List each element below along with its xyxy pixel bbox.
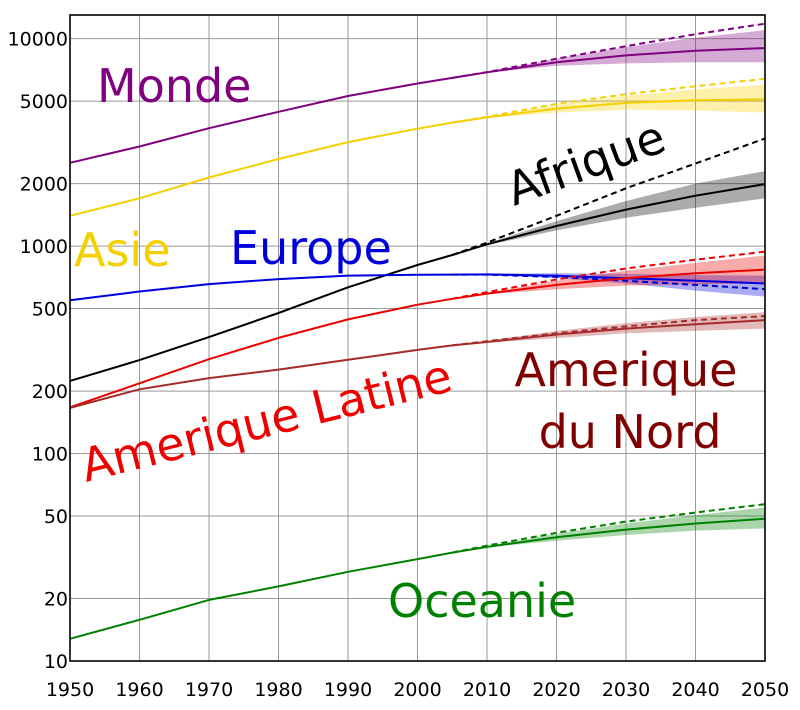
y-tick-2000: 2000 (20, 174, 68, 196)
x-tick-2000: 2000 (393, 679, 441, 701)
label-amerique-latine: Amerique Latine (76, 348, 457, 492)
projection-line-monde (452, 22, 766, 79)
y-tick-10: 10 (44, 651, 68, 673)
x-tick-2020: 2020 (532, 679, 580, 701)
label-monde: Monde (97, 59, 252, 113)
series-line-amerique-latine (69, 268, 766, 409)
plot-frame (69, 14, 766, 662)
band-europe (452, 273, 765, 297)
label-oceanie: Oceanie (388, 574, 576, 628)
series-lines (69, 22, 766, 640)
label-amerique: Amerique (515, 343, 738, 397)
x-tick-2050: 2050 (741, 679, 789, 701)
x-tick-2030: 2030 (602, 679, 650, 701)
series-line-oceanie (69, 517, 766, 640)
y-tick-10000: 10000 (8, 29, 68, 51)
x-tick-1950: 1950 (46, 679, 94, 701)
series-line-amerique-du-nord (69, 319, 766, 409)
x-tick-1970: 1970 (185, 679, 233, 701)
y-tick-20: 20 (44, 589, 68, 611)
x-tick-2010: 2010 (463, 679, 511, 701)
x-tick-2040: 2040 (671, 679, 719, 701)
projection-line-asie (452, 77, 766, 124)
series-line-europe (69, 273, 766, 302)
series-line-monde (69, 47, 766, 164)
x-axis-ticks: 1950 1960 1970 1980 1990 2000 2010 2020 2030 2040… (46, 679, 789, 701)
projection-line-oceanie (452, 503, 766, 554)
y-tick-1000: 1000 (20, 236, 68, 258)
x-tick-1960: 1960 (115, 679, 163, 701)
projection-line-amerique-latine (452, 250, 766, 300)
y-axis-ticks: 10 20 50 100 200 500 1000 2000 5000 10000 (8, 29, 68, 673)
label-asie: Asie (74, 223, 171, 277)
series-line-asie (69, 98, 766, 217)
series-labels: Monde Asie Europe Afrique Amerique Latin… (74, 59, 737, 628)
y-tick-5000: 5000 (20, 91, 68, 113)
y-tick-200: 200 (32, 381, 68, 403)
y-tick-100: 100 (32, 444, 68, 466)
y-tick-50: 50 (44, 506, 68, 528)
y-tick-500: 500 (32, 299, 68, 321)
label-europe: Europe (230, 221, 392, 275)
x-tick-1990: 1990 (324, 679, 372, 701)
label-du-nord: du Nord (539, 405, 722, 459)
projection-line-afrique (451, 137, 766, 256)
series-line-afrique (69, 183, 766, 382)
projection-line-europe (452, 273, 766, 291)
x-tick-1980: 1980 (254, 679, 302, 701)
